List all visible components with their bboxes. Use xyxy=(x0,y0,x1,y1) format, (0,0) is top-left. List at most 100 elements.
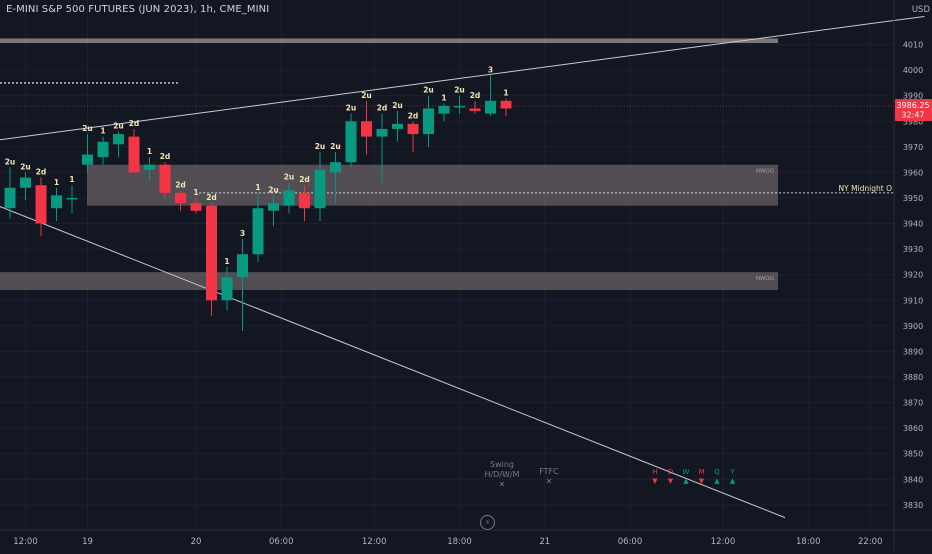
strat-label: 2u xyxy=(5,157,16,166)
arrow-up-icon: ▲ xyxy=(729,477,736,485)
strat-label: 2d xyxy=(470,91,481,100)
tf-d-indicator: D ▼ xyxy=(666,468,676,486)
trendline[interactable] xyxy=(0,15,925,141)
y-tick-label: 3980 xyxy=(903,117,923,126)
candle-body[interactable] xyxy=(407,123,419,135)
strat-label: 2u xyxy=(82,124,93,133)
x-tick-label: 12:00 xyxy=(711,537,736,547)
swing-subtitle: H/D/W/M xyxy=(484,470,520,479)
candle-body[interactable] xyxy=(66,197,78,200)
resistance-band xyxy=(0,38,778,44)
tf-m-indicator: M ▼ xyxy=(697,468,707,486)
candle-body[interactable] xyxy=(469,108,481,112)
strat-label: 2d xyxy=(129,119,140,128)
candle-body[interactable] xyxy=(159,164,171,193)
tf-h-indicator: H ▼ xyxy=(650,468,660,486)
candles-layer xyxy=(4,75,512,331)
tf-letter: D xyxy=(667,468,674,476)
trendline[interactable] xyxy=(0,204,786,519)
candle-body[interactable] xyxy=(4,187,16,209)
tf-letter: H xyxy=(652,468,658,476)
candle-body[interactable] xyxy=(299,192,310,209)
candle-body[interactable] xyxy=(361,121,372,137)
arrow-down-icon: ▼ xyxy=(667,477,674,485)
candle-body[interactable] xyxy=(392,123,403,129)
ftfc-title: FTFC xyxy=(539,467,559,476)
x-tick-label: 12:00 xyxy=(13,537,38,547)
strat-label: 2d xyxy=(377,104,388,113)
candle-body[interactable] xyxy=(221,277,233,301)
flash-icon[interactable]: ⚡ xyxy=(480,515,495,530)
y-tick-label: 3990 xyxy=(903,92,923,101)
candle-body[interactable] xyxy=(252,208,264,255)
candle-body[interactable] xyxy=(144,164,155,170)
candle-body[interactable] xyxy=(97,141,109,158)
candle-body[interactable] xyxy=(268,203,279,211)
tf-w-indicator: W ▲ xyxy=(681,468,691,486)
candle-body[interactable] xyxy=(485,100,496,114)
candle-body[interactable] xyxy=(35,185,47,224)
candle-body[interactable] xyxy=(423,108,434,135)
candle-body[interactable] xyxy=(345,121,357,163)
candle-body[interactable] xyxy=(20,177,31,188)
y-tick-label: 3860 xyxy=(903,424,923,433)
candle-body[interactable] xyxy=(376,128,388,137)
strat-label: 2u xyxy=(113,122,124,131)
candle-body[interactable] xyxy=(128,136,140,173)
candle-body[interactable] xyxy=(51,195,62,209)
strat-label: 2u xyxy=(361,91,372,100)
x-tick-label: 06:00 xyxy=(618,537,643,547)
strat-label: 2d xyxy=(175,180,186,189)
strat-label: 2u xyxy=(330,142,341,151)
candle-body[interactable] xyxy=(175,192,186,204)
arrow-down-icon: ▼ xyxy=(652,477,658,485)
y-tick-label: 3900 xyxy=(903,322,923,331)
strat-label: 2d xyxy=(160,152,171,161)
strat-label: 2d xyxy=(408,111,419,120)
y-tick-label: 3870 xyxy=(903,399,923,408)
strat-label: 1 xyxy=(54,178,59,187)
strat-label: 1 xyxy=(69,175,74,184)
candle-body[interactable] xyxy=(314,169,326,209)
price-badge-box xyxy=(895,98,932,121)
nwog-zone-label: NWOG xyxy=(756,276,774,282)
candle-body[interactable] xyxy=(330,162,341,173)
candle-body[interactable] xyxy=(500,100,512,109)
x-tick-label: 22:00 xyxy=(858,537,883,547)
tf-letter: Q xyxy=(714,468,720,476)
zones-layer: NWOG NWOG xyxy=(0,38,778,291)
candle-body[interactable] xyxy=(190,203,202,211)
ftfc-panel: FTFC ✕ xyxy=(532,467,566,487)
strat-label: 2u xyxy=(268,185,279,194)
price-badge-value: 3986.25 xyxy=(896,101,929,110)
y-tick-label: 3830 xyxy=(903,501,923,510)
y-tick-label: 4010 xyxy=(903,41,923,50)
arrow-down-icon: ▼ xyxy=(698,477,705,485)
strat-label: 2u xyxy=(454,86,465,95)
candle-body[interactable] xyxy=(454,105,465,108)
candle-body[interactable] xyxy=(237,254,248,278)
candle-body[interactable] xyxy=(283,190,295,206)
strat-label: 1 xyxy=(224,257,229,266)
currency-label: USD xyxy=(911,5,930,15)
swing-panel: Swing H/D/W/M ✕ xyxy=(480,460,524,490)
candle-body[interactable] xyxy=(438,105,450,114)
strat-label: 2u xyxy=(284,173,295,182)
x-tick-label: 21 xyxy=(539,537,550,547)
nwog-zone xyxy=(87,164,778,206)
nwog-zone-label: NWOG xyxy=(756,169,774,175)
candle-body[interactable] xyxy=(206,205,217,301)
swing-title: Swing xyxy=(490,460,514,469)
symbol-title[interactable]: E-MINI S&P 500 FUTURES (JUN 2023), 1h, C… xyxy=(6,4,270,15)
strat-label: 1 xyxy=(503,88,508,97)
candle-body[interactable] xyxy=(82,154,93,165)
y-tick-label: 3960 xyxy=(903,168,923,177)
strat-label: 2u xyxy=(346,104,357,113)
strat-label: 1 xyxy=(100,127,105,136)
nwog-zone xyxy=(0,272,778,291)
strat-label: 1 xyxy=(147,147,152,156)
candle-body[interactable] xyxy=(113,134,124,145)
